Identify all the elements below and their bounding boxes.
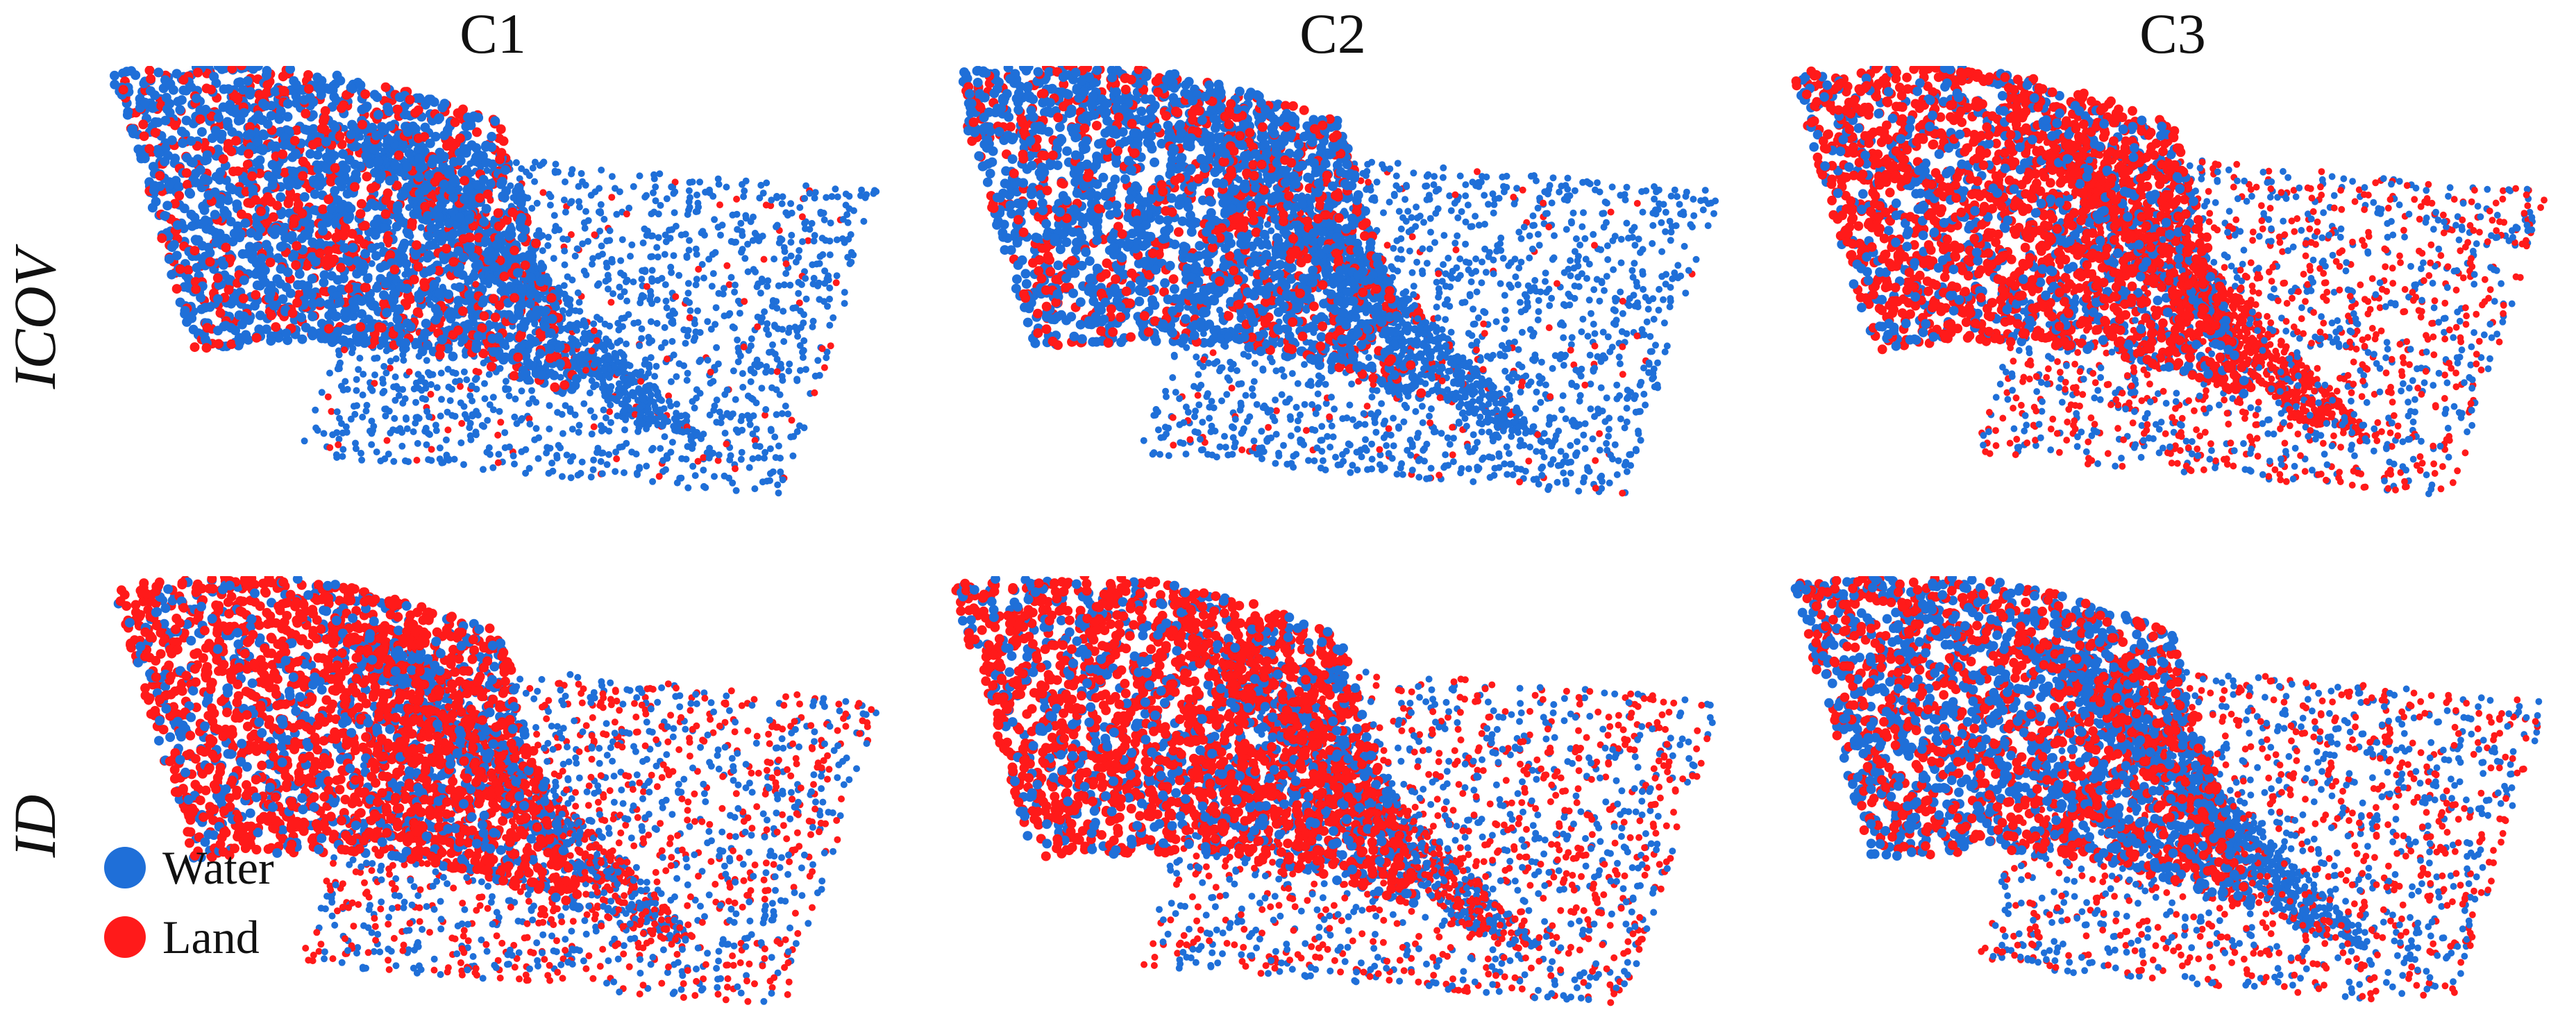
panel-icov-c3 — [1784, 66, 2568, 503]
legend-label-land: Land — [162, 913, 260, 961]
legend-label-water: Water — [162, 844, 274, 891]
panel-icov-c1 — [104, 66, 902, 503]
water-swatch-icon — [104, 847, 146, 888]
point-cloud-3 — [113, 576, 879, 1005]
point-cloud-1 — [958, 66, 1719, 497]
legend-item-land: Land — [104, 909, 260, 965]
panel-icov-c2 — [944, 66, 1742, 503]
point-cloud-5 — [1790, 576, 2543, 1003]
legend: Water Land — [104, 840, 340, 993]
panel-id-c2 — [944, 576, 1742, 1013]
legend-item-water: Water — [104, 840, 274, 895]
row-label-id: ID — [0, 715, 69, 937]
column-header-c3: C3 — [2089, 6, 2256, 62]
point-cloud-0 — [110, 66, 880, 497]
row-label-icov: ICOV — [0, 208, 69, 430]
panel-id-c1 — [104, 576, 902, 1013]
column-header-c1: C1 — [410, 6, 576, 62]
point-cloud-2 — [1791, 66, 2548, 498]
point-cloud-4 — [951, 576, 1716, 1006]
land-swatch-icon — [104, 916, 146, 958]
panel-id-c3 — [1784, 576, 2568, 1013]
column-header-c2: C2 — [1249, 6, 1416, 62]
